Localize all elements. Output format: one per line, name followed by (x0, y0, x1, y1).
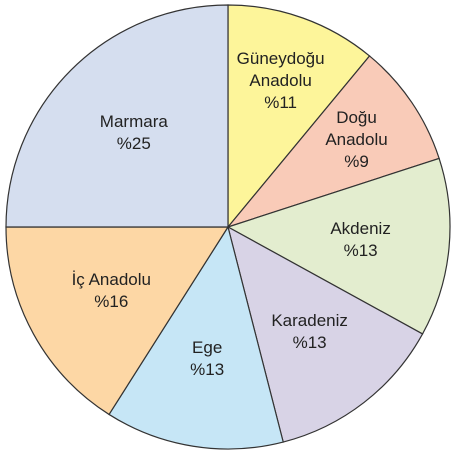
slice-label: Karadeniz %13 (230, 310, 390, 354)
value-label: %9 (344, 151, 369, 171)
pie-slice (108, 225, 284, 450)
slice-label: Ege %13 (127, 337, 287, 381)
pie-slice (227, 4, 371, 229)
value-label: %16 (94, 292, 129, 312)
slice-label: İç Anadolu %16 (31, 269, 191, 313)
category-label: Doğu Anadolu (325, 107, 388, 149)
category-label: Akdeniz (330, 218, 391, 238)
value-label: %13 (292, 333, 327, 353)
pie-slice (226, 55, 440, 229)
category-label: Güneydoğu Anadolu (236, 48, 325, 90)
category-label: Marmara (99, 111, 168, 131)
value-label: %11 (264, 92, 297, 112)
pie-slice (227, 225, 424, 443)
category-label: Ege (192, 337, 223, 357)
slice-label: Doğu Anadolu %9 (307, 107, 407, 173)
category-label: İç Anadolu (71, 270, 151, 290)
slice-label: Güneydoğu Anadolu %11 (231, 48, 331, 114)
value-label: %13 (343, 240, 378, 260)
pie-slice (5, 4, 229, 228)
value-label: %13 (190, 359, 225, 379)
pie-slice (5, 226, 230, 416)
pie-slice (226, 157, 451, 335)
value-label: %25 (116, 133, 151, 153)
slice-label: Marmara %25 (54, 111, 214, 155)
slice-label: Akdeniz %13 (281, 218, 441, 262)
category-label: Karadeniz (271, 311, 348, 331)
